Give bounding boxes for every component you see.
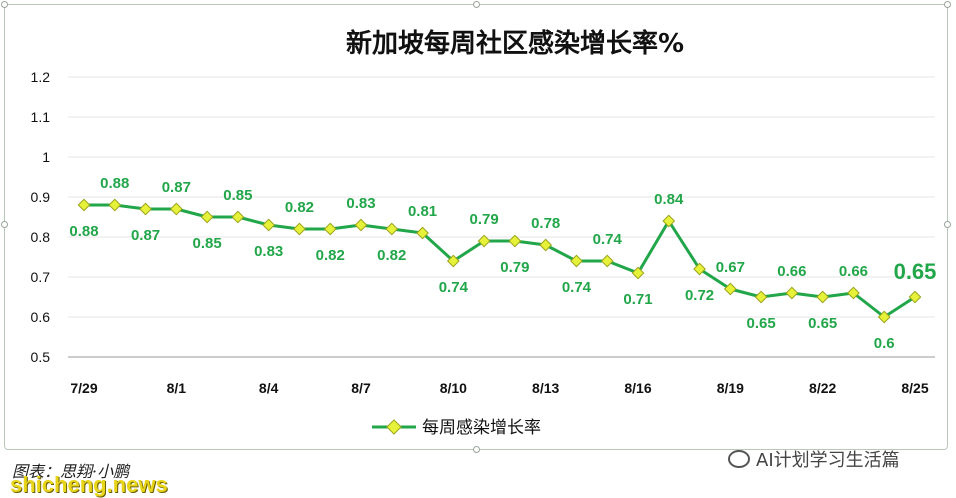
- data-point: [231, 210, 245, 224]
- resize-handle-top-left[interactable]: [1, 1, 8, 8]
- x-tick-label: 8/1: [167, 380, 187, 396]
- data-label: 0.81: [408, 203, 437, 220]
- y-tick-label: 0.8: [31, 229, 51, 245]
- data-point: [139, 202, 152, 216]
- chart-title: 新加坡每周社区感染增长率%: [346, 28, 684, 59]
- y-tick-label: 0.6: [31, 309, 51, 325]
- line-chart: 新加坡每周社区感染增长率% 0.5 0.6 0.7 0.8 0.9 1 1.1 1.2 7/2…: [31, 28, 937, 438]
- data-point: [508, 234, 522, 248]
- y-tick-label: 0.9: [31, 189, 51, 205]
- data-label: 0.84: [654, 191, 684, 208]
- x-tick-label: 8/16: [624, 380, 651, 396]
- y-tick-label: 1.1: [31, 109, 51, 125]
- data-label: 0.82: [316, 247, 345, 264]
- x-tick-label: 8/19: [717, 380, 744, 396]
- data-label: 0.74: [593, 231, 623, 248]
- x-tick-label: 8/22: [809, 380, 836, 396]
- data-point: [631, 266, 645, 280]
- data-point: [323, 222, 337, 236]
- x-tick-label: 8/7: [351, 380, 371, 396]
- data-label: 0.6: [874, 335, 895, 352]
- data-label: 0.87: [162, 179, 191, 196]
- y-tick-label: 0.5: [31, 349, 51, 365]
- data-label: 0.78: [531, 215, 560, 232]
- data-label: 0.88: [100, 175, 129, 192]
- data-label: 0.82: [285, 199, 314, 216]
- data-point: [200, 210, 214, 224]
- data-label: 0.65: [747, 315, 776, 332]
- data-label: 0.82: [377, 247, 406, 264]
- wechat-account[interactable]: AI计划学习生活篇: [728, 446, 900, 472]
- x-tick-label: 8/25: [901, 380, 928, 396]
- data-point: [877, 310, 891, 324]
- data-point: [662, 214, 676, 228]
- x-tick-label: 7/29: [70, 380, 97, 396]
- data-point: [293, 222, 306, 236]
- y-axis-ticks: 0.5 0.6 0.7 0.8 0.9 1 1.1 1.2: [31, 69, 51, 365]
- chart-frame: [1, 1, 951, 453]
- data-label: 0.85: [193, 235, 222, 252]
- data-point: [262, 218, 276, 232]
- data-point: [108, 198, 122, 212]
- data-label: 0.67: [716, 259, 745, 276]
- data-label: 0.83: [346, 195, 375, 212]
- x-axis-ticks: 7/29 8/1 8/4 8/7 8/10 8/13 8/16 8/19 8/22 8/25: [70, 380, 928, 396]
- data-point: [416, 226, 429, 240]
- data-point: [570, 254, 583, 268]
- resize-handle-bottom[interactable]: [473, 446, 480, 453]
- credit-text: 图表：思翔·小鹏: [12, 462, 130, 481]
- resize-handle-left[interactable]: [1, 221, 8, 228]
- data-label: 0.74: [562, 279, 592, 296]
- data-point: [539, 238, 553, 252]
- data-point: [354, 218, 368, 232]
- data-label: 0.79: [470, 211, 499, 228]
- data-label: 0.74: [439, 279, 469, 296]
- series-line: [84, 203, 916, 319]
- data-point: [169, 202, 183, 216]
- data-label: 0.72: [685, 287, 714, 304]
- data-label: 0.65: [808, 315, 837, 332]
- y-tick-label: 0.7: [31, 269, 51, 285]
- data-label: 0.88: [69, 223, 98, 240]
- legend-label: 每周感染增长率: [422, 418, 541, 438]
- data-labels: 0.88 0.88 0.87 0.87 0.85 0.85 0.83 0.82 0.82 0.83…: [69, 175, 936, 352]
- x-tick-label: 8/13: [532, 380, 559, 396]
- data-point: [785, 286, 799, 300]
- data-point: [693, 262, 706, 276]
- data-label: 0.79: [500, 259, 529, 276]
- data-label: 0.66: [777, 263, 806, 280]
- data-point: [754, 290, 768, 304]
- gridlines: [68, 76, 935, 358]
- y-tick-label: 1.2: [31, 69, 51, 85]
- data-label: 0.66: [839, 263, 868, 280]
- data-point: [600, 254, 614, 268]
- data-point: [816, 290, 830, 304]
- data-point: [847, 286, 860, 300]
- resize-handle-right[interactable]: [944, 221, 951, 228]
- data-point: [446, 254, 460, 268]
- x-tick-label: 8/10: [440, 380, 467, 396]
- data-point: [908, 290, 922, 304]
- resize-handle-top-right[interactable]: [944, 1, 951, 8]
- y-tick-label: 1: [42, 149, 50, 165]
- data-point: [477, 234, 491, 248]
- data-label: 0.85: [223, 187, 252, 204]
- data-point: [723, 282, 737, 296]
- series-group: [77, 198, 922, 324]
- x-tick-label: 8/4: [259, 380, 279, 396]
- data-point: [77, 198, 91, 212]
- legend-marker: [386, 419, 402, 435]
- legend: 每周感染增长率: [372, 418, 541, 438]
- data-label: 0.87: [131, 227, 160, 244]
- resize-handle-top[interactable]: [473, 1, 480, 8]
- wechat-icon: [728, 450, 750, 468]
- data-point: [385, 222, 399, 236]
- wechat-account-name: AI计划学习生活篇: [756, 450, 900, 471]
- data-label: 0.71: [623, 291, 652, 308]
- data-label: 0.65: [894, 259, 937, 284]
- site-watermark: shicheng.news: [10, 472, 168, 497]
- data-label: 0.83: [254, 243, 283, 260]
